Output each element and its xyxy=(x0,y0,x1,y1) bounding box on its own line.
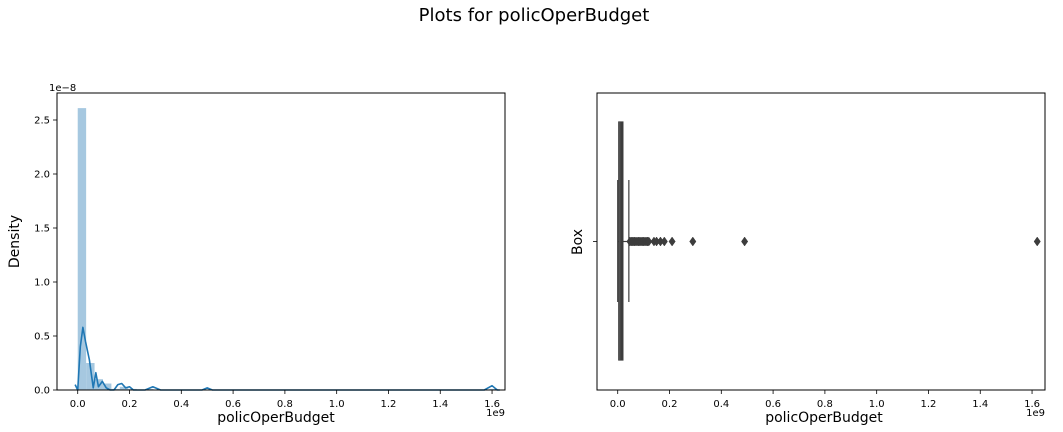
boxplot-x-tick-label: 0.8 xyxy=(817,399,833,410)
boxplot-x-tick-label: 0.2 xyxy=(662,399,678,410)
boxplot-x-scale-label: 1e9 xyxy=(1026,408,1045,419)
boxplot-x-tick-label: 1.6 xyxy=(1024,399,1040,410)
histogram-y-tick-label: 1.5 xyxy=(34,224,50,235)
boxplot-x-tick-label: 0.6 xyxy=(765,399,781,410)
histogram-bar xyxy=(86,363,95,390)
histogram-axes: 0.0 0.2 0.4 0.6 0.8 1.0 1.2 1.4 1.6 0.0 0.5 1.0 1.5 2… xyxy=(34,116,500,411)
histogram-y-axis-label: Density xyxy=(7,215,23,268)
boxplot-x-tick-label: 0.4 xyxy=(713,399,729,410)
histogram-x-tick-label: 1.0 xyxy=(329,399,345,410)
histogram-bar xyxy=(145,388,154,390)
figure-suptitle: Plots for policOperBudget xyxy=(419,5,650,26)
histogram-x-tick-label: 0.0 xyxy=(70,399,86,410)
boxplot-x-tick-label: 0.0 xyxy=(610,399,626,410)
histogram-x-tick-label: 0.2 xyxy=(122,399,138,410)
histogram-x-tick-label: 1.4 xyxy=(432,399,448,410)
histogram-x-tick-label: 0.4 xyxy=(173,399,189,410)
boxplot-x-tick-label: 1.0 xyxy=(869,399,885,410)
boxplot-x-tick-label: 1.4 xyxy=(972,399,988,410)
histogram-x-tick-label: 0.6 xyxy=(225,399,241,410)
kde-line xyxy=(74,326,500,391)
boxplot-x-tick-label: 1.2 xyxy=(921,399,937,410)
boxplot-outlier xyxy=(660,236,668,247)
boxplot-panel: 0.0 0.2 0.4 0.6 0.8 1.0 1.2 1.4 1.6 1e9 policOpe… xyxy=(570,92,1046,426)
boxplot-outlier xyxy=(741,236,749,247)
boxplot-outlier xyxy=(668,236,676,247)
histogram-bar xyxy=(111,388,120,390)
boxplot-outlier xyxy=(1033,236,1041,247)
histogram-plot-area xyxy=(74,108,500,391)
histogram-x-tick-label: 1.6 xyxy=(484,399,500,410)
boxplot-axes: 0.0 0.2 0.4 0.6 0.8 1.0 1.2 1.4 1.6 xyxy=(593,241,1040,410)
histogram-x-axis-label: policOperBudget xyxy=(217,410,335,426)
histogram-y-tick-label: 0.0 xyxy=(34,386,50,397)
histogram-bar xyxy=(102,383,112,390)
boxplot-y-axis-label: Box xyxy=(570,229,586,255)
boxplot-box xyxy=(618,121,624,361)
histogram-x-tick-label: 1.2 xyxy=(381,399,397,410)
histogram-y-tick-label: 0.5 xyxy=(34,332,50,343)
boxplot-x-axis-label: policOperBudget xyxy=(765,410,883,426)
histogram-x-scale-label: 1e9 xyxy=(486,408,505,419)
histogram-bar xyxy=(77,108,87,391)
boxplot-outlier xyxy=(645,236,653,247)
histogram-bar xyxy=(119,386,129,390)
histogram-y-tick-label: 2.5 xyxy=(34,116,50,127)
boxplot-plot-area xyxy=(617,121,1041,361)
histogram-x-tick-label: 0.8 xyxy=(277,399,293,410)
histogram-bar xyxy=(489,388,498,390)
histogram-frame xyxy=(56,92,506,391)
histogram-y-tick-label: 1.0 xyxy=(34,278,50,289)
histogram-y-scale-label: 1e−8 xyxy=(49,83,76,94)
histogram-panel: 0.0 0.2 0.4 0.6 0.8 1.0 1.2 1.4 1.6 0.0 0.5 1.0 1.5 2… xyxy=(7,83,506,426)
histogram-y-tick-label: 2.0 xyxy=(34,170,50,181)
boxplot-outlier xyxy=(689,236,697,247)
